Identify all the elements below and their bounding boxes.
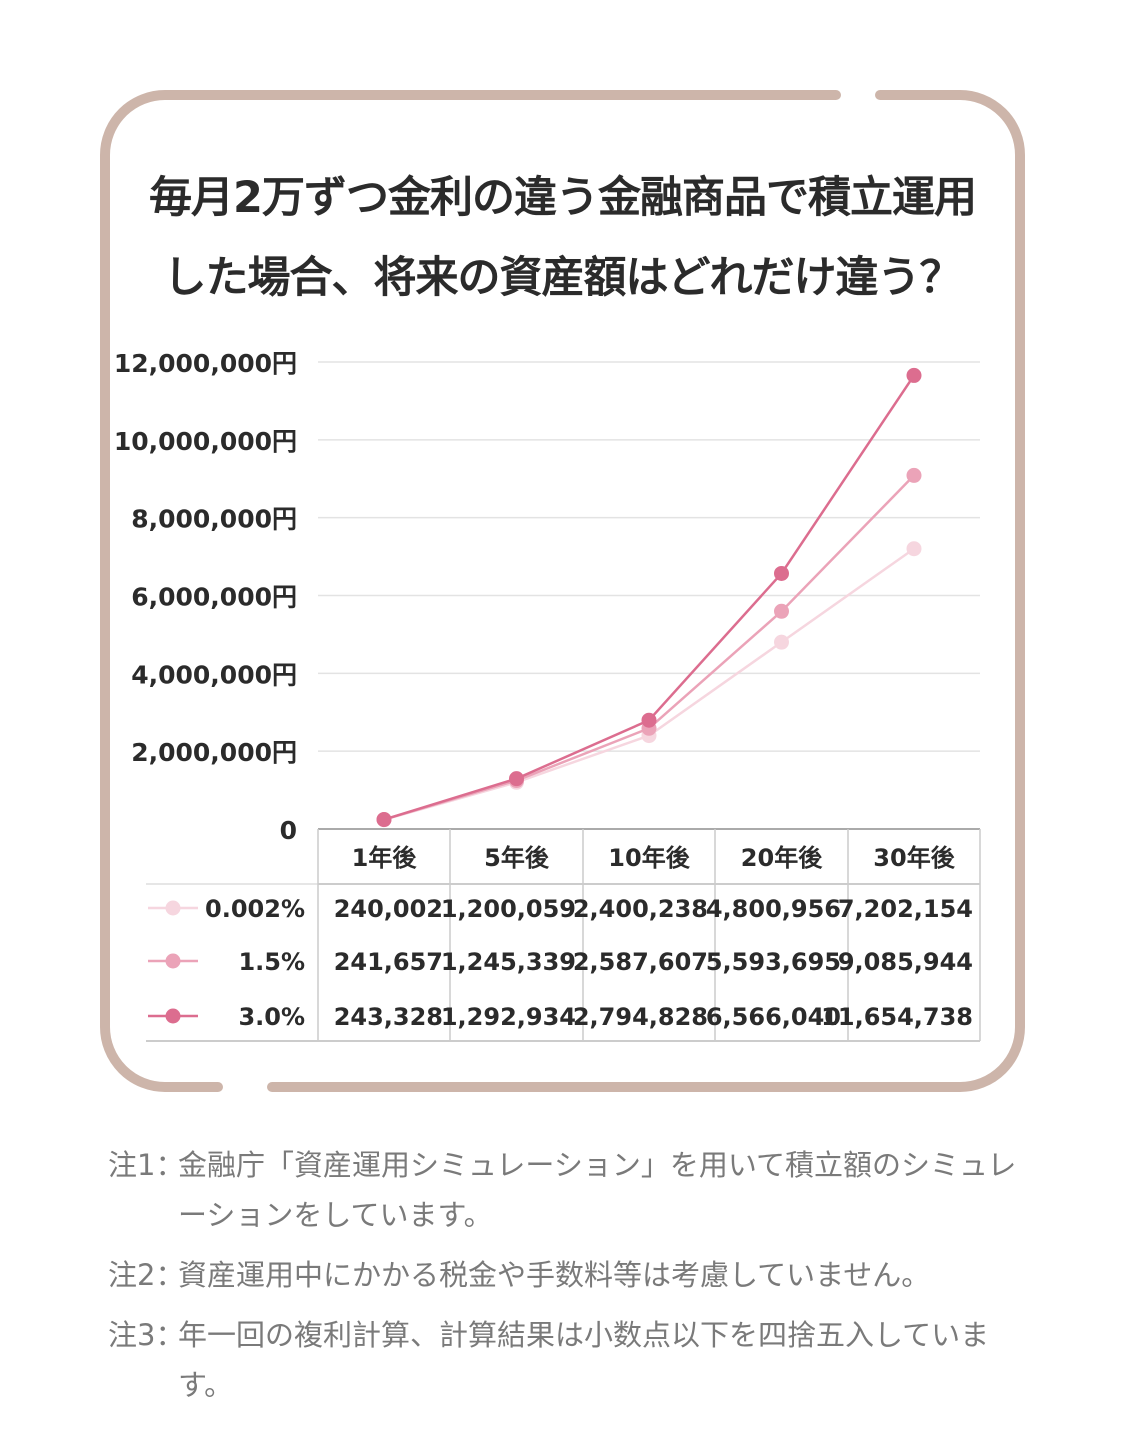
y-tick-label: 10,000,000円: [114, 427, 297, 456]
table-cell-value: 243,328: [334, 1003, 443, 1031]
table-cell-value: 5,593,695: [706, 948, 841, 976]
footnotes: 注1： 金融庁「資産運用シミュレーション」を用いて積立額のシミュレーションをして…: [108, 1140, 1038, 1420]
footnote-label: 注1：: [108, 1148, 185, 1182]
data-point: [774, 565, 789, 581]
category-label: 1年後: [352, 844, 418, 872]
legend-marker: [165, 1008, 181, 1024]
table-cell-value: 240,002: [334, 895, 443, 923]
data-point: [509, 771, 524, 787]
footnote-label: 注2：: [108, 1258, 185, 1292]
category-label: 30年後: [873, 844, 955, 872]
table-cell-value: 241,657: [334, 948, 443, 976]
footnote-text: 金融庁「資産運用シミュレーション」を用いて積立額のシミュレーションをしています。: [178, 1148, 1017, 1232]
table-cell-value: 4,800,956: [706, 895, 841, 923]
series-line-1.5%: [383, 474, 915, 821]
y-tick-label: 4,000,000円: [131, 660, 297, 689]
title-line-2: した場合、将来の資産額はどれだけ違う？: [163, 253, 963, 303]
title-line-1: 毎月2万ずつ金利の違う金融商品で積立運用: [149, 173, 977, 223]
y-tick-label: 6,000,000円: [131, 583, 297, 612]
footnote-2: 注2： 資産運用中にかかる税金や手数料等は考慮していません。: [108, 1250, 1038, 1300]
footnote-3: 注3： 年一回の複利計算、計算結果は小数点以下を四捨五入しています。: [108, 1310, 1038, 1410]
legend-marker: [165, 953, 181, 969]
legend-marker: [165, 900, 181, 916]
footnote-text: 年一回の複利計算、計算結果は小数点以下を四捨五入しています。: [178, 1318, 990, 1402]
category-label: 5年後: [484, 844, 550, 872]
data-point: [906, 541, 922, 557]
legend-label: 0.002%: [205, 895, 305, 923]
series-line-3.0%: [383, 374, 916, 821]
table-cell-value: 11,654,738: [821, 1003, 973, 1031]
y-tick-label: 0: [280, 816, 297, 845]
y-tick-label: 12,000,000円: [114, 349, 297, 378]
table-cell-value: 1,245,339: [441, 948, 576, 976]
table-cell-value: 2,587,607: [573, 948, 708, 976]
footnote-1: 注1： 金融庁「資産運用シミュレーション」を用いて積立額のシミュレーションをして…: [108, 1140, 1038, 1240]
y-tick-label: 2,000,000円: [131, 738, 297, 767]
category-label: 10年後: [608, 844, 690, 872]
data-point: [906, 367, 922, 383]
series-line-0.002%: [383, 547, 915, 821]
data-point: [774, 634, 789, 650]
table-cell-value: 2,794,828: [573, 1003, 708, 1031]
table-cell-value: 9,085,944: [838, 948, 973, 976]
table-cell-value: 7,202,154: [838, 895, 973, 923]
table-cell-value: 1,200,059: [441, 895, 576, 923]
footnote-text: 資産運用中にかかる税金や手数料等は考慮していません。: [178, 1258, 931, 1292]
table-cell-value: 1,292,934: [441, 1003, 576, 1031]
footnote-label: 注3：: [108, 1318, 185, 1352]
legend-label: 3.0%: [238, 1003, 305, 1031]
legend-label: 1.5%: [238, 948, 305, 976]
table-cell-value: 2,400,238: [573, 895, 708, 923]
category-label: 20年後: [741, 844, 823, 872]
chart-title: 毎月2万ずつ金利の違う金融商品で積立運用 した場合、将来の資産額はどれだけ違う？: [100, 158, 1025, 318]
table-cell-value: 6,566,040: [706, 1003, 841, 1031]
y-tick-label: 8,000,000円: [131, 505, 297, 534]
data-point: [641, 712, 657, 728]
data-point: [906, 467, 922, 483]
data-point: [376, 812, 392, 828]
data-point: [774, 603, 789, 619]
